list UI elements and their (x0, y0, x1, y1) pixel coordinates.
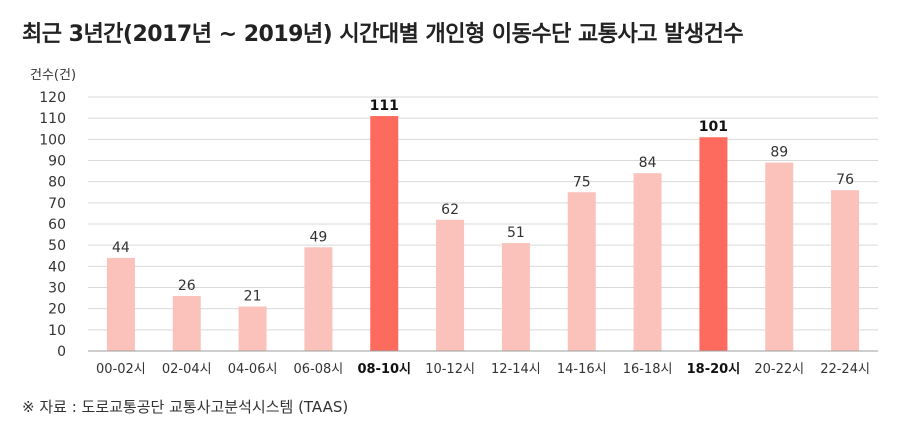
x-tick-label: 20-22시 (754, 362, 804, 377)
y-tick-label: 20 (48, 302, 66, 318)
x-tick-label: 02-04시 (162, 362, 212, 377)
y-tick-label: 120 (39, 90, 66, 106)
y-axis-ticks: 0 10 20 30 40 50 60 70 80 90 100 110 120 (39, 90, 66, 360)
x-axis-ticks: 00-02시 02-04시 04-06시 06-08시 08-10시 10-12시 12-1… (96, 362, 870, 377)
x-tick-label: 08-10시 (357, 362, 411, 377)
data-label: 89 (770, 145, 788, 161)
bar-08-10시 (370, 116, 399, 351)
bar-10-12시 (436, 219, 465, 351)
bar-02-04시 (172, 295, 201, 351)
y-axis-label: 건수(건) (30, 68, 77, 83)
chart-title: 최근 3년간(2017년 ~ 2019년) 시간대별 개인형 이동수단 교통사고… (22, 22, 744, 47)
bars (106, 116, 860, 351)
source-note: ※ 자료 : 도로교통공단 교통사고분석시스템 (TAAS) (22, 398, 349, 416)
bar-14-16시 (567, 192, 596, 351)
x-tick-label: 04-06시 (228, 362, 278, 377)
grid-lines (88, 96, 878, 331)
data-label: 101 (699, 119, 728, 135)
bar-04-06시 (238, 306, 267, 351)
x-tick-label: 00-02시 (96, 362, 146, 377)
y-tick-label: 30 (48, 281, 66, 297)
data-label: 51 (507, 225, 525, 241)
data-label: 21 (244, 289, 262, 305)
y-tick-label: 60 (48, 217, 66, 233)
x-tick-label: 22-24시 (820, 362, 870, 377)
y-tick-label: 70 (48, 196, 66, 212)
x-tick-label: 12-14시 (491, 362, 541, 377)
x-tick-label: 10-12시 (425, 362, 475, 377)
x-tick-label: 16-18시 (623, 362, 673, 377)
x-tick-label: 18-20시 (687, 362, 741, 377)
data-labels: 44 26 21 49 111 62 51 75 84 101 89 76 (112, 98, 854, 304)
data-label: 84 (639, 155, 657, 171)
y-tick-label: 0 (57, 344, 66, 360)
data-label: 44 (112, 240, 130, 256)
y-tick-label: 80 (48, 175, 66, 191)
y-tick-label: 90 (48, 154, 66, 170)
data-label: 49 (310, 229, 328, 245)
bar-20-22시 (765, 162, 794, 351)
y-tick-label: 10 (48, 323, 66, 339)
data-label: 26 (178, 278, 196, 294)
bar-22-24시 (831, 190, 860, 351)
data-label: 75 (573, 174, 591, 190)
y-tick-label: 50 (48, 238, 66, 254)
y-tick-label: 100 (39, 132, 66, 148)
y-tick-label: 40 (48, 259, 66, 275)
x-tick-label: 06-08시 (294, 362, 344, 377)
data-label: 111 (370, 98, 399, 114)
data-label: 76 (836, 172, 854, 188)
x-tick-label: 14-16시 (557, 362, 607, 377)
bar-12-14시 (501, 243, 530, 351)
bar-18-20시 (699, 137, 728, 351)
bar-00-02시 (106, 257, 135, 351)
bar-06-08시 (304, 247, 333, 351)
data-label: 62 (441, 202, 459, 218)
y-tick-label: 110 (39, 111, 66, 127)
bar-16-18시 (633, 173, 662, 351)
